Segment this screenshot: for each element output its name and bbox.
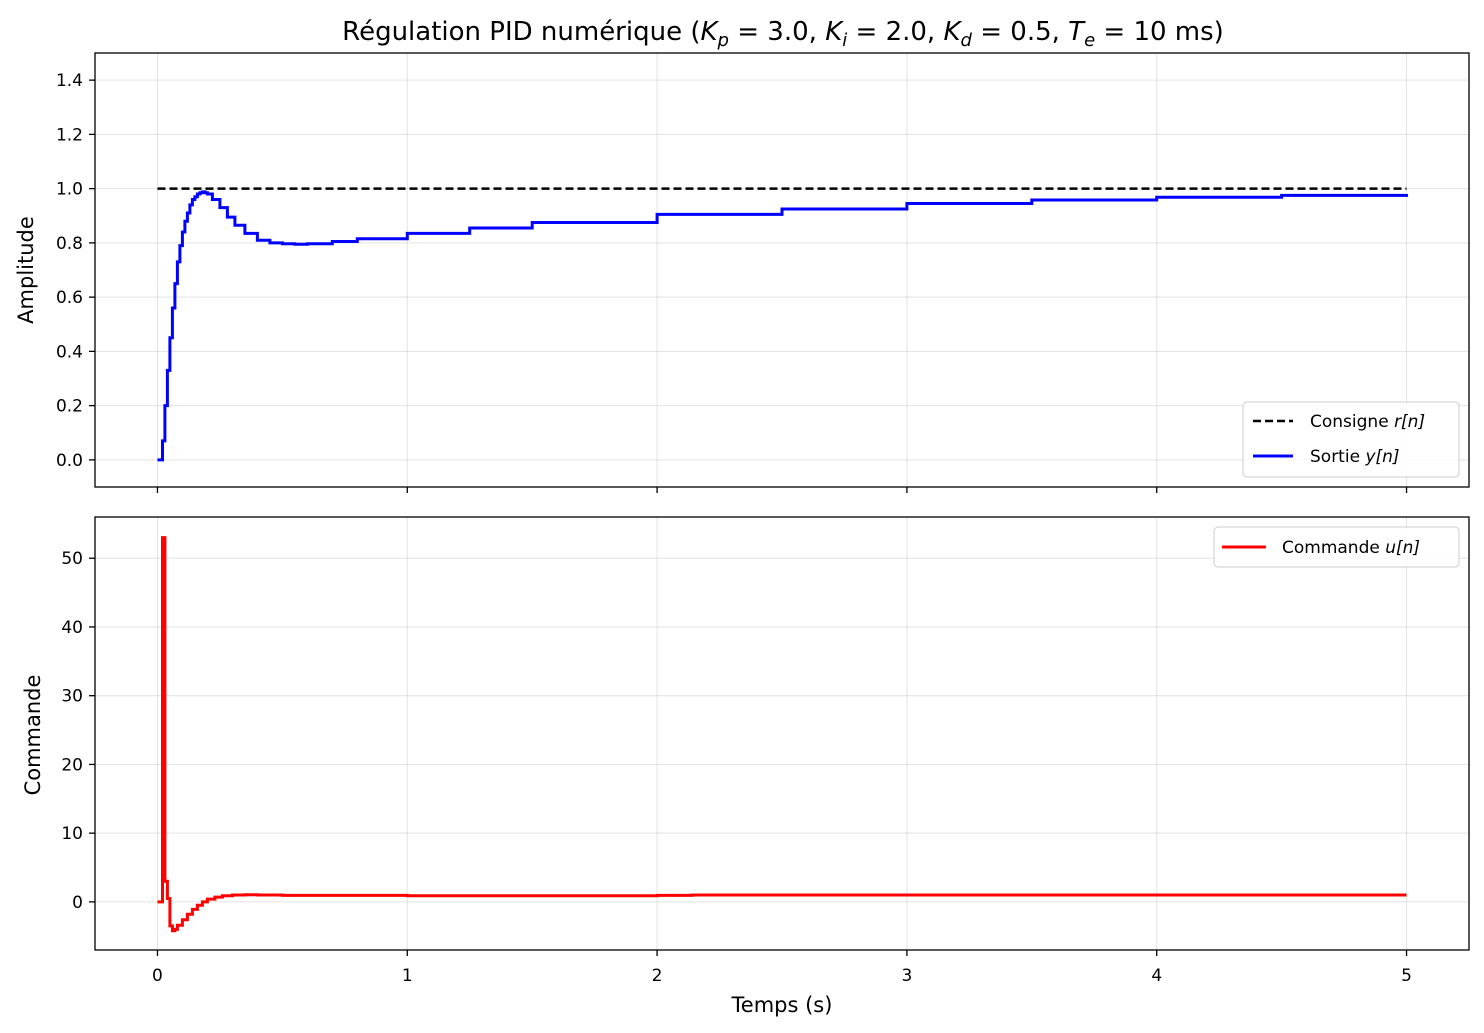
y-tick-label: 1.4 [56,71,83,91]
amplitude-series [157,187,1408,462]
commande-series [157,536,1407,933]
y-tick-label: 0.8 [56,234,83,254]
amplitude-legend-box [1242,401,1460,478]
legend-label-consigne: Consigne r[n] [1310,412,1425,432]
y-tick-label: 1.0 [56,180,83,200]
x-tick-label: 2 [652,966,663,986]
x-tick-label: 3 [901,966,912,986]
amplitude-panel: 0.0 0.2 0.4 0.6 0.8 1.0 1.2 1.4 Amplitude Consi… [14,52,1470,493]
x-tick-label: 5 [1401,966,1412,986]
y-tick-label: 0.2 [56,397,83,417]
chart-title: Régulation PID numérique (Kp = 3.0, Ki =… [342,17,1224,51]
y-tick-label: 0.6 [56,288,83,308]
y-tick-label: 10 [61,824,83,844]
x-tick-label: 1 [402,966,413,986]
commande-grid [95,517,1469,950]
y-tick-label: 0 [72,893,83,913]
y-tick-label: 40 [61,618,83,638]
x-tick-label: 0 [152,966,163,986]
y-tick-label: 50 [61,549,83,569]
amplitude-ticks: 0.0 0.2 0.4 0.6 0.8 1.0 1.2 1.4 [56,71,1408,493]
y-tick-label: 20 [61,755,83,775]
y-tick-label: 0.0 [56,451,83,471]
commande-frame [94,516,1470,951]
commande-legend-box [1213,526,1460,568]
y-tick-label: 0.4 [56,342,83,362]
amplitude-y-label: Amplitude [14,216,38,324]
x-tick-label: 4 [1151,966,1162,986]
legend-label-commande: Commande u[n] [1282,538,1420,558]
commande-y-label: Commande [21,675,45,796]
series-line-sortie [157,190,1408,462]
y-tick-label: 30 [61,687,83,707]
y-tick-label: 1.2 [56,125,83,145]
series-line-commande [157,536,1407,933]
amplitude-legend: Consigne r[n] Sortie y[n] [1242,401,1460,478]
x-axis-label: Temps (s) [731,993,833,1017]
commande-legend: Commande u[n] [1213,526,1460,568]
legend-label-sortie: Sortie y[n] [1310,447,1400,467]
amplitude-frame [94,52,1470,488]
